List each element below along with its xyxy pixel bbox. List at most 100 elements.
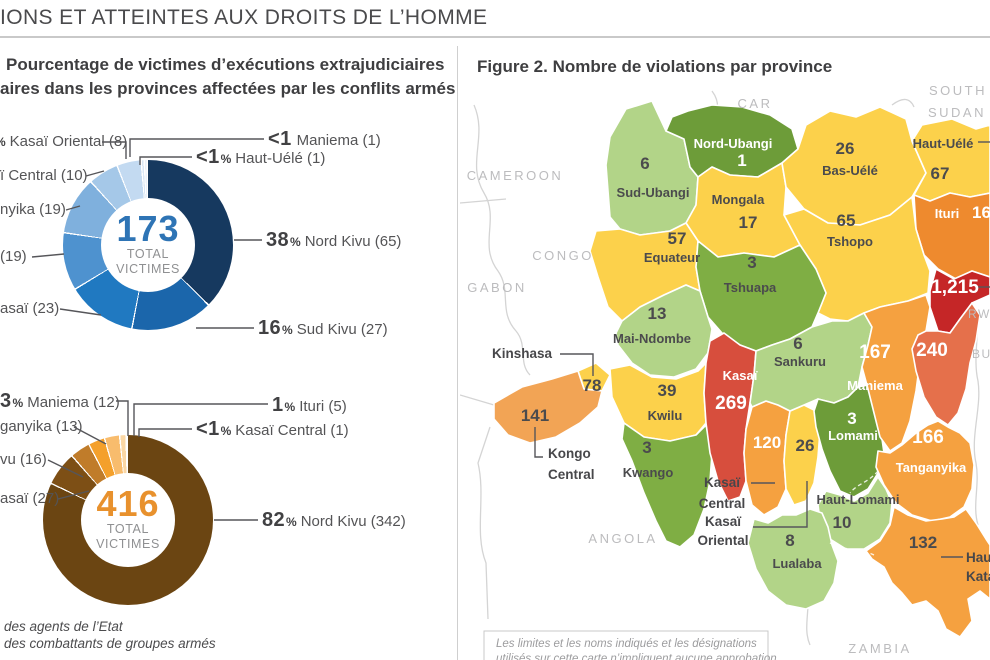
value-equateur: 57 xyxy=(668,229,687,248)
map-note-line1: Les limites et les noms indiqués et les … xyxy=(496,638,757,650)
value-mongala: 17 xyxy=(739,213,758,232)
d1-label-cut19: (19) xyxy=(0,248,27,265)
donut1-total-label2: VICTIMES xyxy=(116,262,180,276)
name-lomami: Lomami xyxy=(828,428,878,443)
name-kongo-central-1: Kongo xyxy=(548,446,591,461)
value-sankuru: 6 xyxy=(793,334,802,353)
name-equateur: Equateur xyxy=(644,250,700,265)
drc-map: CAR SOUTH SUDAN CAMEROON CONGO GABON ANG… xyxy=(460,83,990,660)
donut2-ring xyxy=(43,435,213,605)
page-title: IONS ET ATTEINTES AUX DROITS DE L’HOMME xyxy=(0,6,488,29)
name-mai-ndombe: Mai-Ndombe xyxy=(613,331,691,346)
value-kasai-oriental: 26 xyxy=(796,436,815,455)
shape-sud-kivu xyxy=(911,302,981,426)
map-note-line2: utilisés sur cette carte n’impliquent au… xyxy=(496,653,777,660)
label-sudan: SUDAN xyxy=(928,105,986,120)
map-note: Les limites et les noms indiqués et les … xyxy=(483,630,777,660)
value-nord-kivu: 1,215 xyxy=(931,277,979,298)
name-bas-uele: Bas-Uélé xyxy=(822,163,878,178)
shape-nord-kivu xyxy=(929,268,990,334)
shape-haut-katanga xyxy=(865,506,990,638)
name-kasai-oriental-2: Oriental xyxy=(697,533,748,548)
name-sankuru: Sankuru xyxy=(774,354,826,369)
value-tshuapa: 3 xyxy=(747,253,756,272)
donut1-total: 173 xyxy=(116,208,180,249)
name-sud-ubangi: Sud-Ubangi xyxy=(617,185,690,200)
value-haut-uele: 67 xyxy=(931,164,950,183)
donut-leader-lines xyxy=(31,138,268,521)
d1-label-tanganyika: nyika (19) xyxy=(0,201,66,218)
value-lomami: 3 xyxy=(847,409,856,428)
d1-label-nord-kivu: 38% Nord Kivu (65) xyxy=(266,229,402,251)
name-haut-lomami: Haut-Lomami xyxy=(816,492,899,507)
d1-label-kasai-oriental: %Kasaï Oriental (8) xyxy=(0,133,128,150)
shape-kwango xyxy=(621,422,713,548)
value-sud-kivu: 240 xyxy=(916,340,948,361)
map-leader-lines xyxy=(534,141,990,558)
shape-kongo-central xyxy=(493,370,603,444)
value-nord-ubangi: 1 xyxy=(737,151,746,170)
value-lualaba: 8 xyxy=(785,531,794,550)
value-kwango: 3 xyxy=(642,438,651,457)
name-haut-uele: Haut-Uélé xyxy=(913,136,974,151)
donut2-center: 416 TOTAL VICTIMES xyxy=(78,486,178,552)
d1-label-haut-uele: <1% Haut-Uélé (1) xyxy=(196,146,326,168)
d1-label-kasai-central: ï Central (10) xyxy=(0,167,88,184)
name-haut-katanga-1: Haut- xyxy=(966,550,990,565)
label-zambia: ZAMBIA xyxy=(848,641,911,656)
legend-state-agents: des agents de l’Etat xyxy=(4,619,123,634)
province-shapes xyxy=(493,100,990,638)
legend-armed-groups: des combattants de groupes armés xyxy=(4,636,216,651)
value-mai-ndombe: 13 xyxy=(648,304,667,323)
value-tshopo: 65 xyxy=(837,211,856,230)
shape-tanganyika xyxy=(875,420,975,522)
d2-label-kasai: asaï (27) xyxy=(0,490,60,507)
shape-kasai-central xyxy=(743,400,791,516)
donut2-total-label1: TOTAL xyxy=(106,522,150,536)
value-kongo-central: 141 xyxy=(521,406,549,425)
shape-maniema xyxy=(861,294,931,452)
donut2-hole xyxy=(81,473,175,567)
value-haut-lomami: 10 xyxy=(833,513,852,532)
name-mongala: Mongala xyxy=(712,192,765,207)
donut1-ring xyxy=(63,160,233,330)
name-kasai-oriental-1: Kasaï xyxy=(705,514,742,529)
name-tshuapa: Tshuapa xyxy=(724,280,777,295)
dashed-boundaries xyxy=(829,470,879,556)
label-angola: ANGOLA xyxy=(588,531,657,546)
name-maniema: Maniema xyxy=(847,378,903,393)
donut2-total: 416 xyxy=(96,483,160,524)
value-ituri: 16 xyxy=(972,203,990,222)
name-kwango: Kwango xyxy=(623,465,674,480)
figure2-title: Figure 2. Nombre de violations par provi… xyxy=(477,57,833,76)
d1-label-kasai: asaï (23) xyxy=(0,300,60,317)
value-bas-uele: 26 xyxy=(836,139,855,158)
figure-divider xyxy=(457,46,458,660)
value-kasai-central: 120 xyxy=(753,433,781,452)
value-sud-ubangi: 6 xyxy=(640,154,649,173)
label-south: SOUTH xyxy=(929,83,987,98)
name-tshopo: Tshopo xyxy=(827,234,873,249)
shape-haut-uele xyxy=(911,118,990,202)
name-kongo-central-2: Central xyxy=(548,467,595,482)
label-burundi: BU xyxy=(972,347,990,361)
label-congo: CONGO xyxy=(532,248,594,263)
name-kinshasa: Kinshasa xyxy=(492,346,553,361)
label-rwanda: RW xyxy=(968,307,990,321)
shape-mongala xyxy=(685,162,801,258)
d2-label-tanganyika: ganyika (13) xyxy=(0,418,83,435)
d2-label-nord-kivu: 82% Nord Kivu (342) xyxy=(262,509,406,531)
donut1-center: 173 TOTAL VICTIMES xyxy=(98,211,198,277)
value-kinshasa: 78 xyxy=(583,376,602,395)
name-ituri: Ituri xyxy=(935,206,960,221)
name-tanganyika: Tanganyika xyxy=(896,460,967,475)
d2-label-ituri: 1% Ituri (5) xyxy=(272,394,347,416)
figure1-title-line2: aires dans les provinces affectées par l… xyxy=(0,79,456,98)
label-car: CAR xyxy=(738,96,773,111)
province-labels: 6 Sud-Ubangi Nord-Ubangi 1 Mongala 17 26… xyxy=(492,136,990,584)
header-rule xyxy=(0,36,990,38)
value-kasai: 269 xyxy=(715,393,747,414)
d1-label-maniema: <1 Maniema (1) xyxy=(268,128,381,150)
name-kasai-central-2: Central xyxy=(699,496,746,511)
shape-lualaba xyxy=(747,508,839,610)
